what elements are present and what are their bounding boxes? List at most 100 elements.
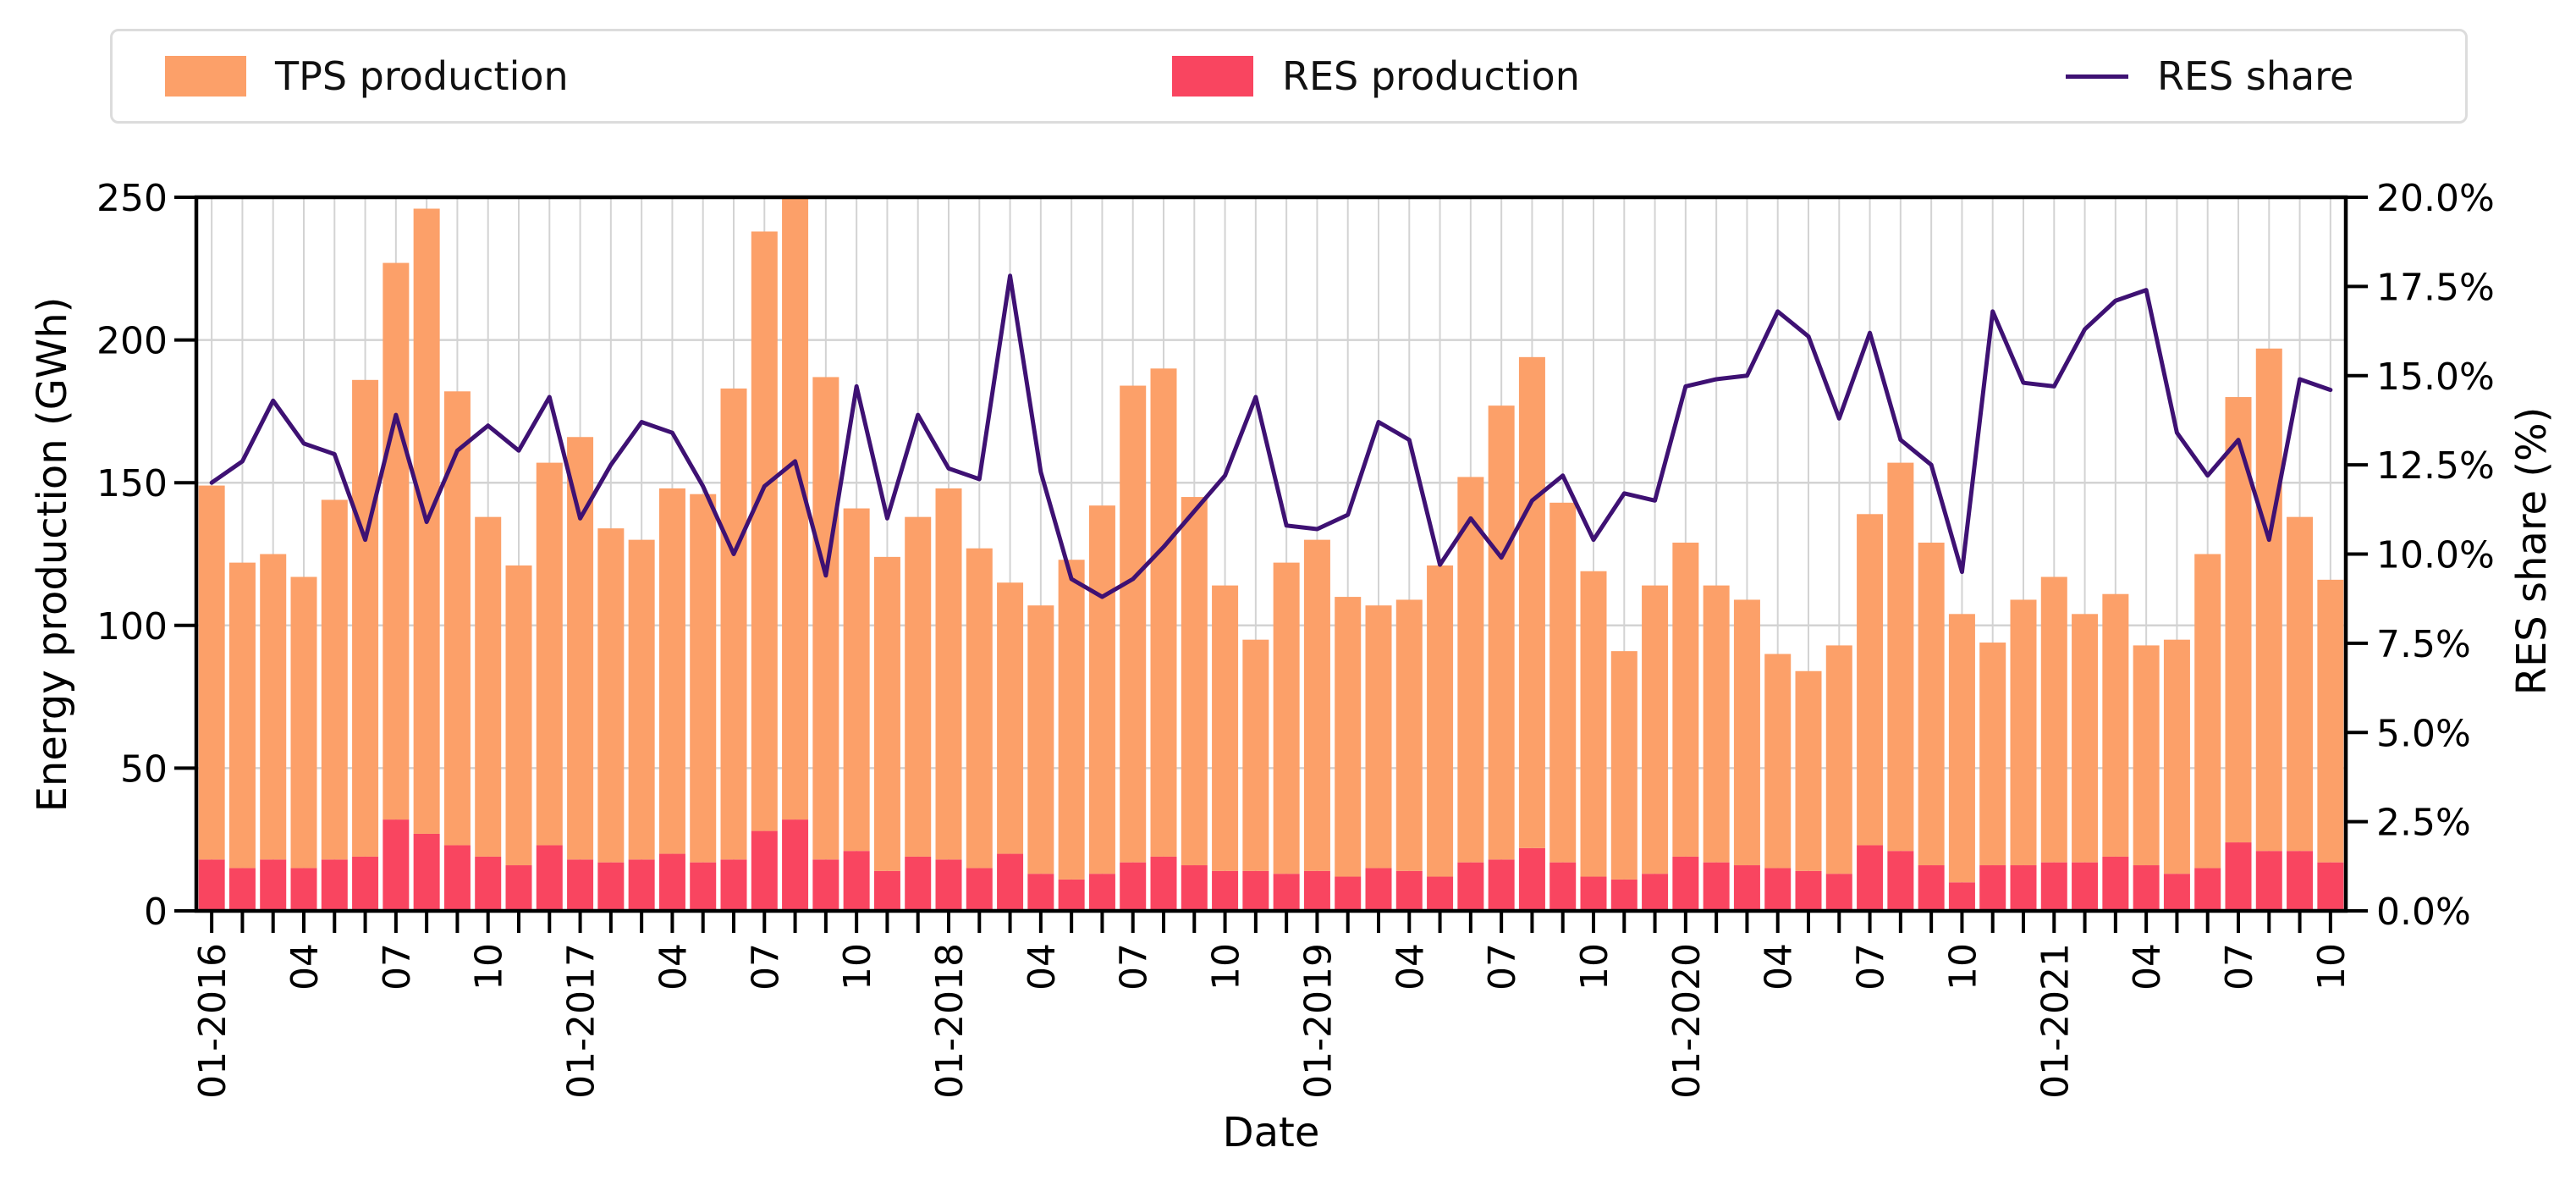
tps-bar: [935, 488, 962, 860]
res-bar: [1764, 868, 1792, 911]
res-swatch-icon: [1172, 56, 1253, 97]
y-right-tick-label: 10.0%: [2376, 534, 2495, 577]
res-bar: [1948, 882, 1975, 911]
tps-bar: [812, 377, 839, 860]
res-bar: [873, 870, 900, 911]
res-bar: [782, 819, 809, 911]
tps-bar: [1549, 502, 1577, 863]
share-line-sample-icon: [2066, 74, 2128, 79]
tps-bar: [536, 462, 563, 846]
tps-bar: [1027, 605, 1054, 874]
res-bar: [1610, 879, 1638, 911]
res-bar: [1212, 870, 1239, 911]
x-tick-label: 01-2017: [560, 943, 603, 1099]
res-bar: [1979, 865, 2006, 911]
y-right-tick-label: 17.5%: [2376, 266, 2495, 309]
y-left-tick-label: 250: [96, 177, 168, 220]
y-right-axis-title: RES share (%): [2508, 406, 2556, 696]
res-bar: [843, 851, 870, 911]
tps-bar: [1457, 477, 1484, 863]
x-tick-label: 04: [283, 943, 327, 990]
y-right-tick-label: 20.0%: [2376, 177, 2495, 220]
tps-bar: [443, 391, 471, 846]
tps-bar: [1395, 599, 1423, 871]
tps-bar: [198, 485, 225, 860]
y-right-tick-label: 2.5%: [2376, 802, 2471, 845]
x-tick-label: 04: [1389, 943, 1432, 990]
res-bar: [1242, 870, 1269, 911]
tps-bar: [1212, 585, 1239, 871]
res-bar: [812, 859, 839, 911]
x-tick-label: 01-2019: [1296, 943, 1340, 1099]
res-bar: [1457, 862, 1484, 911]
x-tick-label: 07: [1113, 943, 1156, 990]
tps-bar: [658, 488, 685, 854]
tps-bar: [690, 494, 717, 863]
res-bar: [321, 859, 348, 911]
legend-item-res: RES production: [1172, 31, 1580, 121]
legend-label-share: RES share: [2157, 53, 2354, 99]
tps-bar: [2072, 614, 2099, 863]
res-bar: [2102, 856, 2129, 911]
res-bar: [475, 856, 502, 911]
tps-bar: [2010, 599, 2037, 866]
tps-bar: [873, 556, 900, 871]
res-bar: [443, 845, 471, 911]
res-bar: [1027, 874, 1054, 911]
tps-bar: [1120, 385, 1147, 863]
y-right-tick-label: 12.5%: [2376, 444, 2495, 488]
tps-bar: [1488, 405, 1515, 860]
tps-bar: [2255, 348, 2282, 852]
tps-swatch-icon: [165, 56, 246, 97]
res-bar: [1857, 845, 1884, 911]
tps-bar: [1150, 368, 1177, 857]
tps-bar: [567, 437, 594, 860]
tps-bar: [383, 262, 410, 820]
tps-bar: [843, 508, 870, 852]
res-bar: [720, 859, 747, 911]
res-bar: [1825, 874, 1852, 911]
tps-bar: [1242, 639, 1269, 871]
res-bar: [935, 859, 962, 911]
res-bar: [2194, 868, 2221, 911]
tps-bar: [228, 562, 256, 869]
res-bar: [1303, 870, 1330, 911]
tps-bar: [321, 499, 348, 860]
res-bar: [1427, 876, 1454, 911]
res-bar: [198, 859, 225, 911]
res-bar: [1488, 859, 1515, 911]
x-tick-label: 07: [1850, 943, 1893, 990]
res-bar: [228, 868, 256, 911]
res-bar: [658, 853, 685, 911]
x-tick-label: 07: [744, 943, 787, 990]
res-bar: [1642, 874, 1669, 911]
tps-bar: [352, 379, 379, 857]
tps-bar: [1335, 597, 1362, 877]
tps-bar: [1887, 462, 1914, 852]
tps-bar: [1580, 571, 1607, 877]
legend-label-tps: TPS production: [275, 53, 569, 99]
res-bar: [260, 859, 287, 911]
res-bar: [2287, 851, 2314, 911]
tps-bar: [1918, 543, 1945, 866]
res-bar: [2072, 862, 2099, 911]
x-tick-label: 10: [468, 943, 511, 990]
tps-bar: [2317, 579, 2344, 863]
res-bar: [597, 862, 625, 911]
res-bar: [536, 845, 563, 911]
tps-bar: [720, 388, 747, 860]
x-tick-label: 07: [376, 943, 419, 990]
res-bar: [352, 856, 379, 911]
x-tick-label: 07: [2218, 943, 2261, 990]
res-bar: [1733, 865, 1760, 911]
res-bar: [2010, 865, 2037, 911]
legend-item-tps: TPS production: [165, 31, 569, 121]
tps-bar: [2102, 593, 2129, 857]
y-left-tick-label: 200: [96, 320, 168, 363]
tps-bar: [290, 576, 317, 869]
res-bar: [1058, 879, 1085, 911]
res-bar: [2133, 865, 2160, 911]
tps-bar: [505, 565, 532, 866]
x-tick-label: 10: [836, 943, 879, 990]
